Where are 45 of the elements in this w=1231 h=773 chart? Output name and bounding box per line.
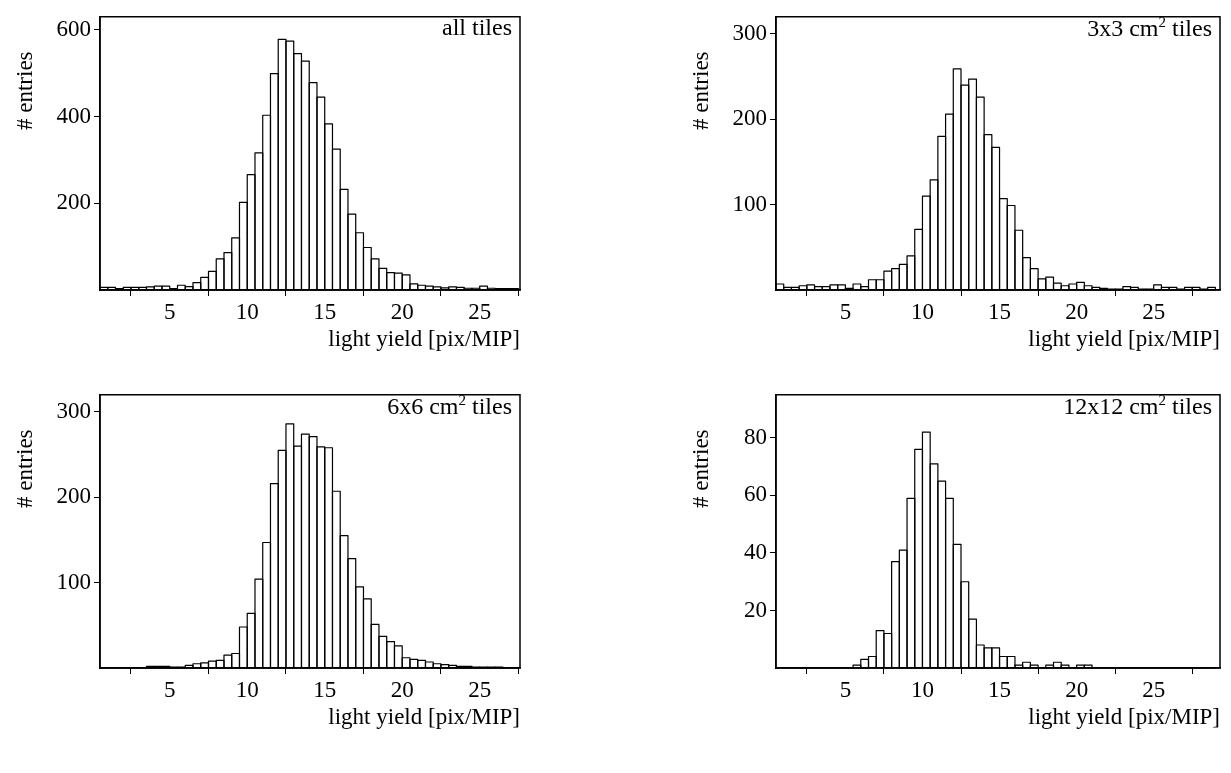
x-tick-label: 15 <box>313 676 337 702</box>
x-tick-label: 20 <box>1065 676 1089 702</box>
x-tick-label: 5 <box>163 298 176 324</box>
x-tick-label: 25 <box>1142 676 1166 702</box>
x-tick-label: 25 <box>468 676 492 702</box>
x-tick-label: 15 <box>988 298 1012 324</box>
y-axis-title: # entries <box>688 51 714 130</box>
chart-title: 3x3 cm$^{2}$ tiles <box>1087 14 1212 42</box>
x-tick-label: 15 <box>313 298 337 324</box>
chart-title: 6x6 cm$^{2}$ tiles <box>387 392 512 420</box>
x-tick-label: 5 <box>839 298 852 324</box>
y-tick-label: 200 <box>56 483 91 509</box>
x-tick-label: 10 <box>910 298 934 324</box>
y-tick-label: 40 <box>744 539 767 565</box>
x-tick-label: 10 <box>910 676 934 702</box>
y-tick-label: 300 <box>732 19 767 45</box>
y-axis-title: # entries <box>688 429 714 508</box>
x-tick-label: 10 <box>235 298 259 324</box>
y-tick-label: 20 <box>744 596 767 622</box>
y-tick-label: 300 <box>56 397 91 423</box>
x-tick-label: 5 <box>163 676 176 702</box>
x-tick-label: 25 <box>468 298 492 324</box>
y-axis-title: # entries <box>12 51 38 130</box>
x-tick-label: 20 <box>1065 298 1089 324</box>
y-axis-title: # entries <box>12 429 38 508</box>
y-tick-label: 600 <box>56 15 91 41</box>
x-tick-label: 20 <box>390 676 414 702</box>
chart-title: all tiles <box>442 14 512 41</box>
x-axis-title: light yield [pix/MIP] <box>1028 326 1220 352</box>
y-tick-label: 80 <box>744 423 767 449</box>
y-tick-label: 100 <box>56 568 91 594</box>
y-tick-label: 200 <box>732 105 767 131</box>
x-tick-label: 25 <box>1142 298 1166 324</box>
y-tick-label: 60 <box>744 481 767 507</box>
x-axis-title: light yield [pix/MIP] <box>1028 704 1220 730</box>
x-tick-label: 15 <box>988 676 1012 702</box>
chart-title: 12x12 cm$^{2}$ tiles <box>1063 392 1212 420</box>
x-axis-title: light yield [pix/MIP] <box>328 704 520 730</box>
y-tick-label: 200 <box>56 189 91 215</box>
x-axis-title: light yield [pix/MIP] <box>328 326 520 352</box>
y-tick-label: 100 <box>732 190 767 216</box>
x-tick-label: 20 <box>390 298 414 324</box>
x-tick-label: 5 <box>839 676 852 702</box>
y-tick-label: 400 <box>56 102 91 128</box>
x-tick-label: 10 <box>235 676 259 702</box>
